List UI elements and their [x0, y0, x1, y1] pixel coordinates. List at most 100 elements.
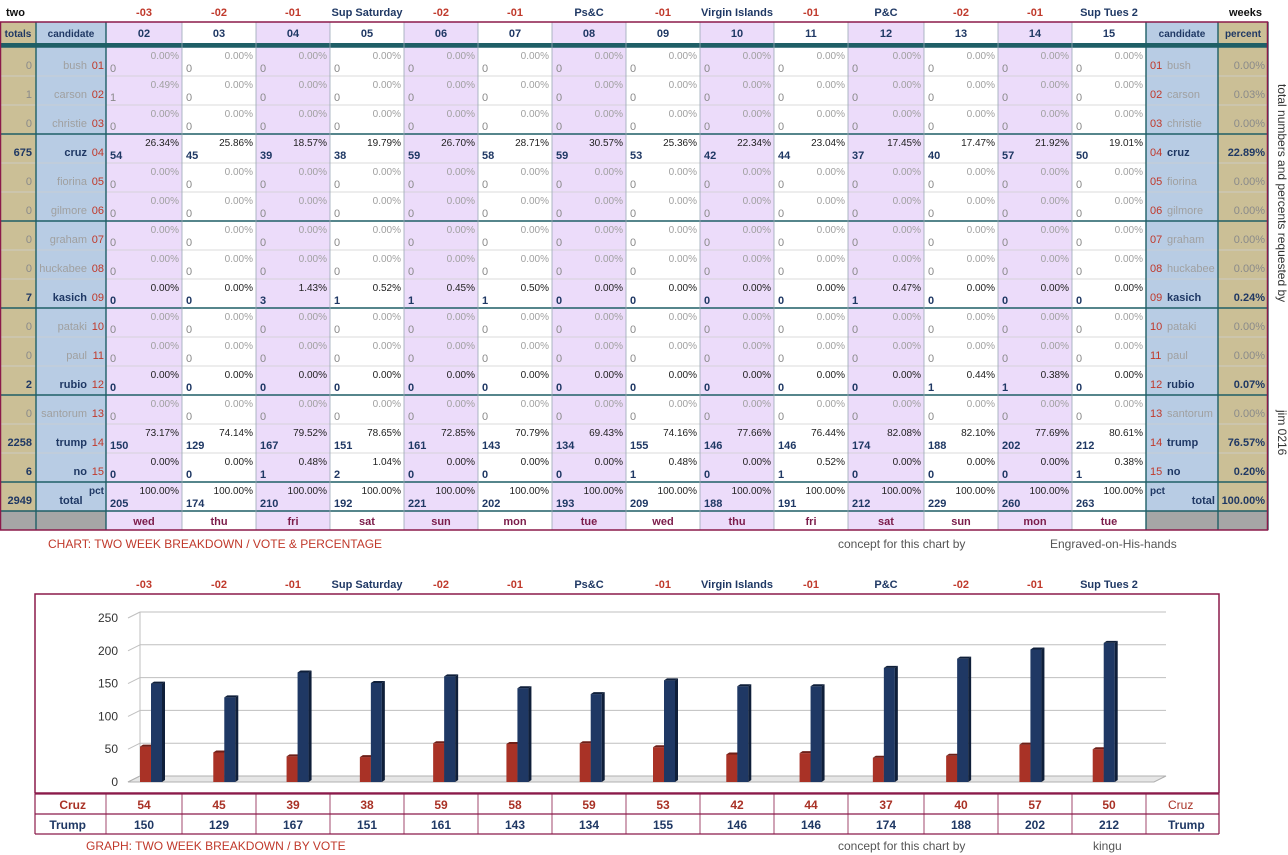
cruz-bar-front	[1019, 744, 1031, 782]
day-number: 13	[955, 28, 967, 40]
cruz-bar-top	[359, 755, 374, 758]
day-header-bg	[478, 22, 552, 43]
vote-count: 0	[704, 208, 710, 220]
vote-count: 0	[704, 179, 710, 191]
vote-count: 0	[186, 469, 192, 481]
vote-percent: 0.00%	[151, 399, 179, 410]
vote-count: 0	[778, 92, 784, 104]
vote-count: 0	[186, 324, 192, 336]
vote-percent: 0.00%	[521, 196, 549, 207]
day-number: 03	[213, 28, 225, 40]
vote-count: 0	[334, 382, 340, 394]
weekday-label: wed	[651, 516, 673, 528]
cruz-value: 59	[582, 798, 596, 812]
vote-count: 0	[704, 121, 710, 133]
vote-percent: 0.00%	[669, 254, 697, 265]
weekday-right-bg	[1146, 511, 1268, 530]
candidate-name-right: cruz	[1167, 147, 1190, 159]
vote-percent: 23.04%	[811, 138, 845, 149]
weekday-bg	[478, 511, 552, 530]
series-label-cruz: Cruz	[59, 798, 86, 812]
overall-percent: 0.00%	[1234, 176, 1265, 188]
candidate-number: 14	[92, 437, 104, 449]
day-total-percent: 100.00%	[658, 486, 698, 497]
vote-count: 0	[408, 208, 414, 220]
trump-bar	[297, 670, 312, 782]
vote-count: 0	[186, 237, 192, 249]
vote-count: 59	[408, 150, 420, 162]
vote-count: 0	[1076, 295, 1082, 307]
vote-percent: 0.00%	[225, 457, 253, 468]
vote-count: 0	[928, 208, 934, 220]
vote-percent: 0.00%	[817, 80, 845, 91]
vote-percent: 0.00%	[1115, 254, 1143, 265]
trump-bar-top	[664, 678, 678, 681]
vote-count: 151	[334, 440, 352, 452]
row-total: 2	[26, 379, 32, 391]
vote-count: 40	[928, 150, 940, 162]
candidate-number: 08	[92, 263, 104, 275]
vote-count: 0	[260, 411, 266, 423]
vote-count: 2	[334, 469, 340, 481]
vote-percent: 78.65%	[367, 428, 401, 439]
vote-count: 0	[630, 353, 636, 365]
vote-count: 0	[408, 353, 414, 365]
vote-count: 59	[556, 150, 568, 162]
vote-count: 0	[778, 324, 784, 336]
vote-percent: 0.00%	[447, 312, 475, 323]
vote-table: two weeks -03 -02 -01 Sup Saturday -02 -01 Ps&C -…	[0, 7, 1288, 531]
candidate-name-right: santorum	[1167, 408, 1213, 420]
weekday-bg	[924, 511, 998, 530]
vote-percent: 0.00%	[595, 341, 623, 352]
vote-percent: 0.00%	[151, 167, 179, 178]
vote-percent: 0.00%	[595, 312, 623, 323]
candidate-name-right: trump	[1167, 437, 1198, 449]
trump-bar	[370, 680, 385, 782]
vote-percent: 0.00%	[521, 457, 549, 468]
vote-percent: 0.00%	[299, 225, 327, 236]
vote-count: 0	[630, 92, 636, 104]
trump-bar-front	[590, 694, 602, 782]
row-total: 0	[26, 60, 32, 72]
cruz-value: 50	[1102, 798, 1116, 812]
weekday-bg	[774, 511, 848, 530]
candidate-number-right: 10	[1150, 321, 1162, 333]
candidate-name: gilmore	[51, 205, 87, 217]
vote-count: 0	[704, 469, 710, 481]
vote-percent: 0.00%	[893, 225, 921, 236]
vote-count: 0	[482, 121, 488, 133]
vote-percent: 0.00%	[447, 254, 475, 265]
day-total: 202	[482, 498, 500, 510]
candidate-number-right: 03	[1150, 118, 1162, 130]
trump-bar-top	[151, 681, 165, 684]
vote-percent: 22.34%	[737, 138, 771, 149]
vote-count: 0	[556, 295, 562, 307]
day-header-bg	[106, 22, 182, 43]
vote-percent: 0.00%	[817, 167, 845, 178]
candidate-header: candidate	[48, 29, 95, 40]
trump-value: 129	[209, 818, 229, 832]
trump-bar-top	[517, 686, 532, 689]
vote-count: 0	[1076, 237, 1082, 249]
vote-percent: 0.00%	[447, 457, 475, 468]
vote-count: 0	[778, 237, 784, 249]
weekday-label: tue	[1101, 516, 1118, 528]
weekday-bg	[106, 511, 182, 530]
vote-count: 0	[556, 237, 562, 249]
vote-count: 174	[852, 440, 871, 452]
total-label: total	[59, 495, 82, 507]
day-total: 210	[260, 498, 278, 510]
overall-percent: 0.00%	[1234, 263, 1265, 275]
vote-percent: 0.00%	[1041, 312, 1069, 323]
trump-value: 202	[1025, 818, 1045, 832]
trump-bar-side	[675, 678, 678, 782]
vote-percent: 25.86%	[219, 138, 253, 149]
vote-count: 0	[334, 324, 340, 336]
day-number: 02	[138, 28, 150, 40]
vote-percent: 0.00%	[225, 312, 253, 323]
day-total-percent: 100.00%	[1104, 486, 1144, 497]
candidate-name-right: gilmore	[1167, 205, 1203, 217]
vote-count: 0	[186, 295, 192, 307]
vote-count: 0	[852, 208, 858, 220]
gridline-side	[127, 677, 141, 685]
